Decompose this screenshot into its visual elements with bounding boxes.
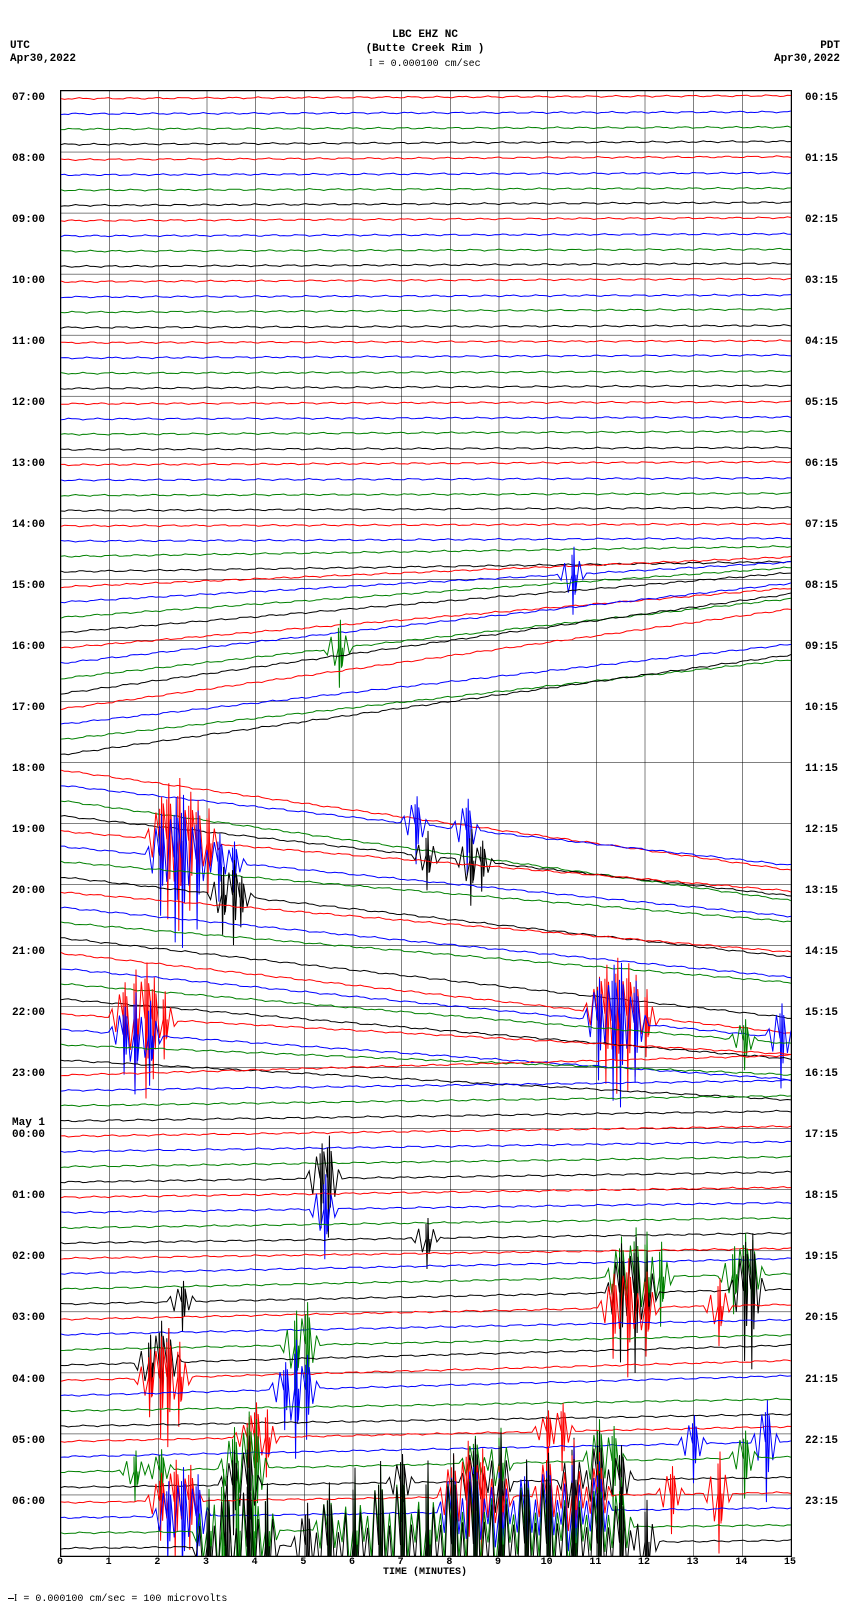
ytick-left: 08:00: [12, 153, 45, 165]
station-name: (Butte Creek Rim ): [0, 42, 850, 56]
ytick-left: 07:00: [12, 92, 45, 104]
ytick-left: 05:00: [12, 1435, 45, 1447]
ytick-right: 21:15: [805, 1374, 838, 1386]
ytick-left: 13:00: [12, 458, 45, 470]
ytick-right: 08:15: [805, 580, 838, 592]
ytick-right: 00:15: [805, 92, 838, 104]
ytick-left: 23:00: [12, 1068, 45, 1080]
ytick-right: 17:15: [805, 1129, 838, 1141]
station-code: LBC EHZ NC: [0, 28, 850, 42]
ytick-left: 19:00: [12, 824, 45, 836]
scale-header: I = 0.000100 cm/sec: [0, 57, 850, 71]
ytick-left: 02:00: [12, 1251, 45, 1263]
seismogram-container: UTC Apr30,2022 LBC EHZ NC (Butte Creek R…: [0, 0, 850, 1613]
xaxis-label: TIME (MINUTES): [0, 1567, 850, 1578]
ytick-left: 11:00: [12, 336, 45, 348]
ytick-right: 03:15: [805, 275, 838, 287]
ytick-left: May 100:00: [12, 1117, 45, 1141]
ytick-right: 09:15: [805, 641, 838, 653]
ytick-right: 11:15: [805, 763, 838, 775]
ytick-left: 09:00: [12, 214, 45, 226]
ytick-right: 06:15: [805, 458, 838, 470]
ytick-left: 12:00: [12, 397, 45, 409]
ytick-right: 23:15: [805, 1496, 838, 1508]
ytick-left: 06:00: [12, 1496, 45, 1508]
header-center: LBC EHZ NC (Butte Creek Rim ) I = 0.0001…: [0, 28, 850, 71]
ytick-right: 04:15: [805, 336, 838, 348]
ytick-right: 22:15: [805, 1435, 838, 1447]
ytick-left: 17:00: [12, 702, 45, 714]
ytick-left: 16:00: [12, 641, 45, 653]
footer-scale: I = 0.000100 cm/sec = 100 microvolts: [8, 1593, 227, 1605]
ytick-left: 15:00: [12, 580, 45, 592]
ytick-right: 14:15: [805, 946, 838, 958]
ytick-right: 15:15: [805, 1007, 838, 1019]
ytick-left: 14:00: [12, 519, 45, 531]
header-right: PDT Apr30,2022: [774, 40, 840, 66]
ytick-right: 05:15: [805, 397, 838, 409]
ytick-right: 10:15: [805, 702, 838, 714]
ytick-right: 19:15: [805, 1251, 838, 1263]
ytick-right: 07:15: [805, 519, 838, 531]
ytick-left: 01:00: [12, 1190, 45, 1202]
date-right: Apr30,2022: [774, 53, 840, 66]
ytick-right: 20:15: [805, 1312, 838, 1324]
ytick-left: 18:00: [12, 763, 45, 775]
ytick-right: 13:15: [805, 885, 838, 897]
ytick-left: 10:00: [12, 275, 45, 287]
seismogram-svg: [61, 91, 791, 1556]
ytick-left: 20:00: [12, 885, 45, 897]
ytick-right: 12:15: [805, 824, 838, 836]
ytick-right: 16:15: [805, 1068, 838, 1080]
tz-right: PDT: [774, 40, 840, 53]
ytick-left: 22:00: [12, 1007, 45, 1019]
ytick-right: 01:15: [805, 153, 838, 165]
ytick-right: 18:15: [805, 1190, 838, 1202]
ytick-left: 21:00: [12, 946, 45, 958]
ytick-left: 04:00: [12, 1374, 45, 1386]
ytick-left: 03:00: [12, 1312, 45, 1324]
ytick-right: 02:15: [805, 214, 838, 226]
chart-area: [60, 90, 792, 1557]
